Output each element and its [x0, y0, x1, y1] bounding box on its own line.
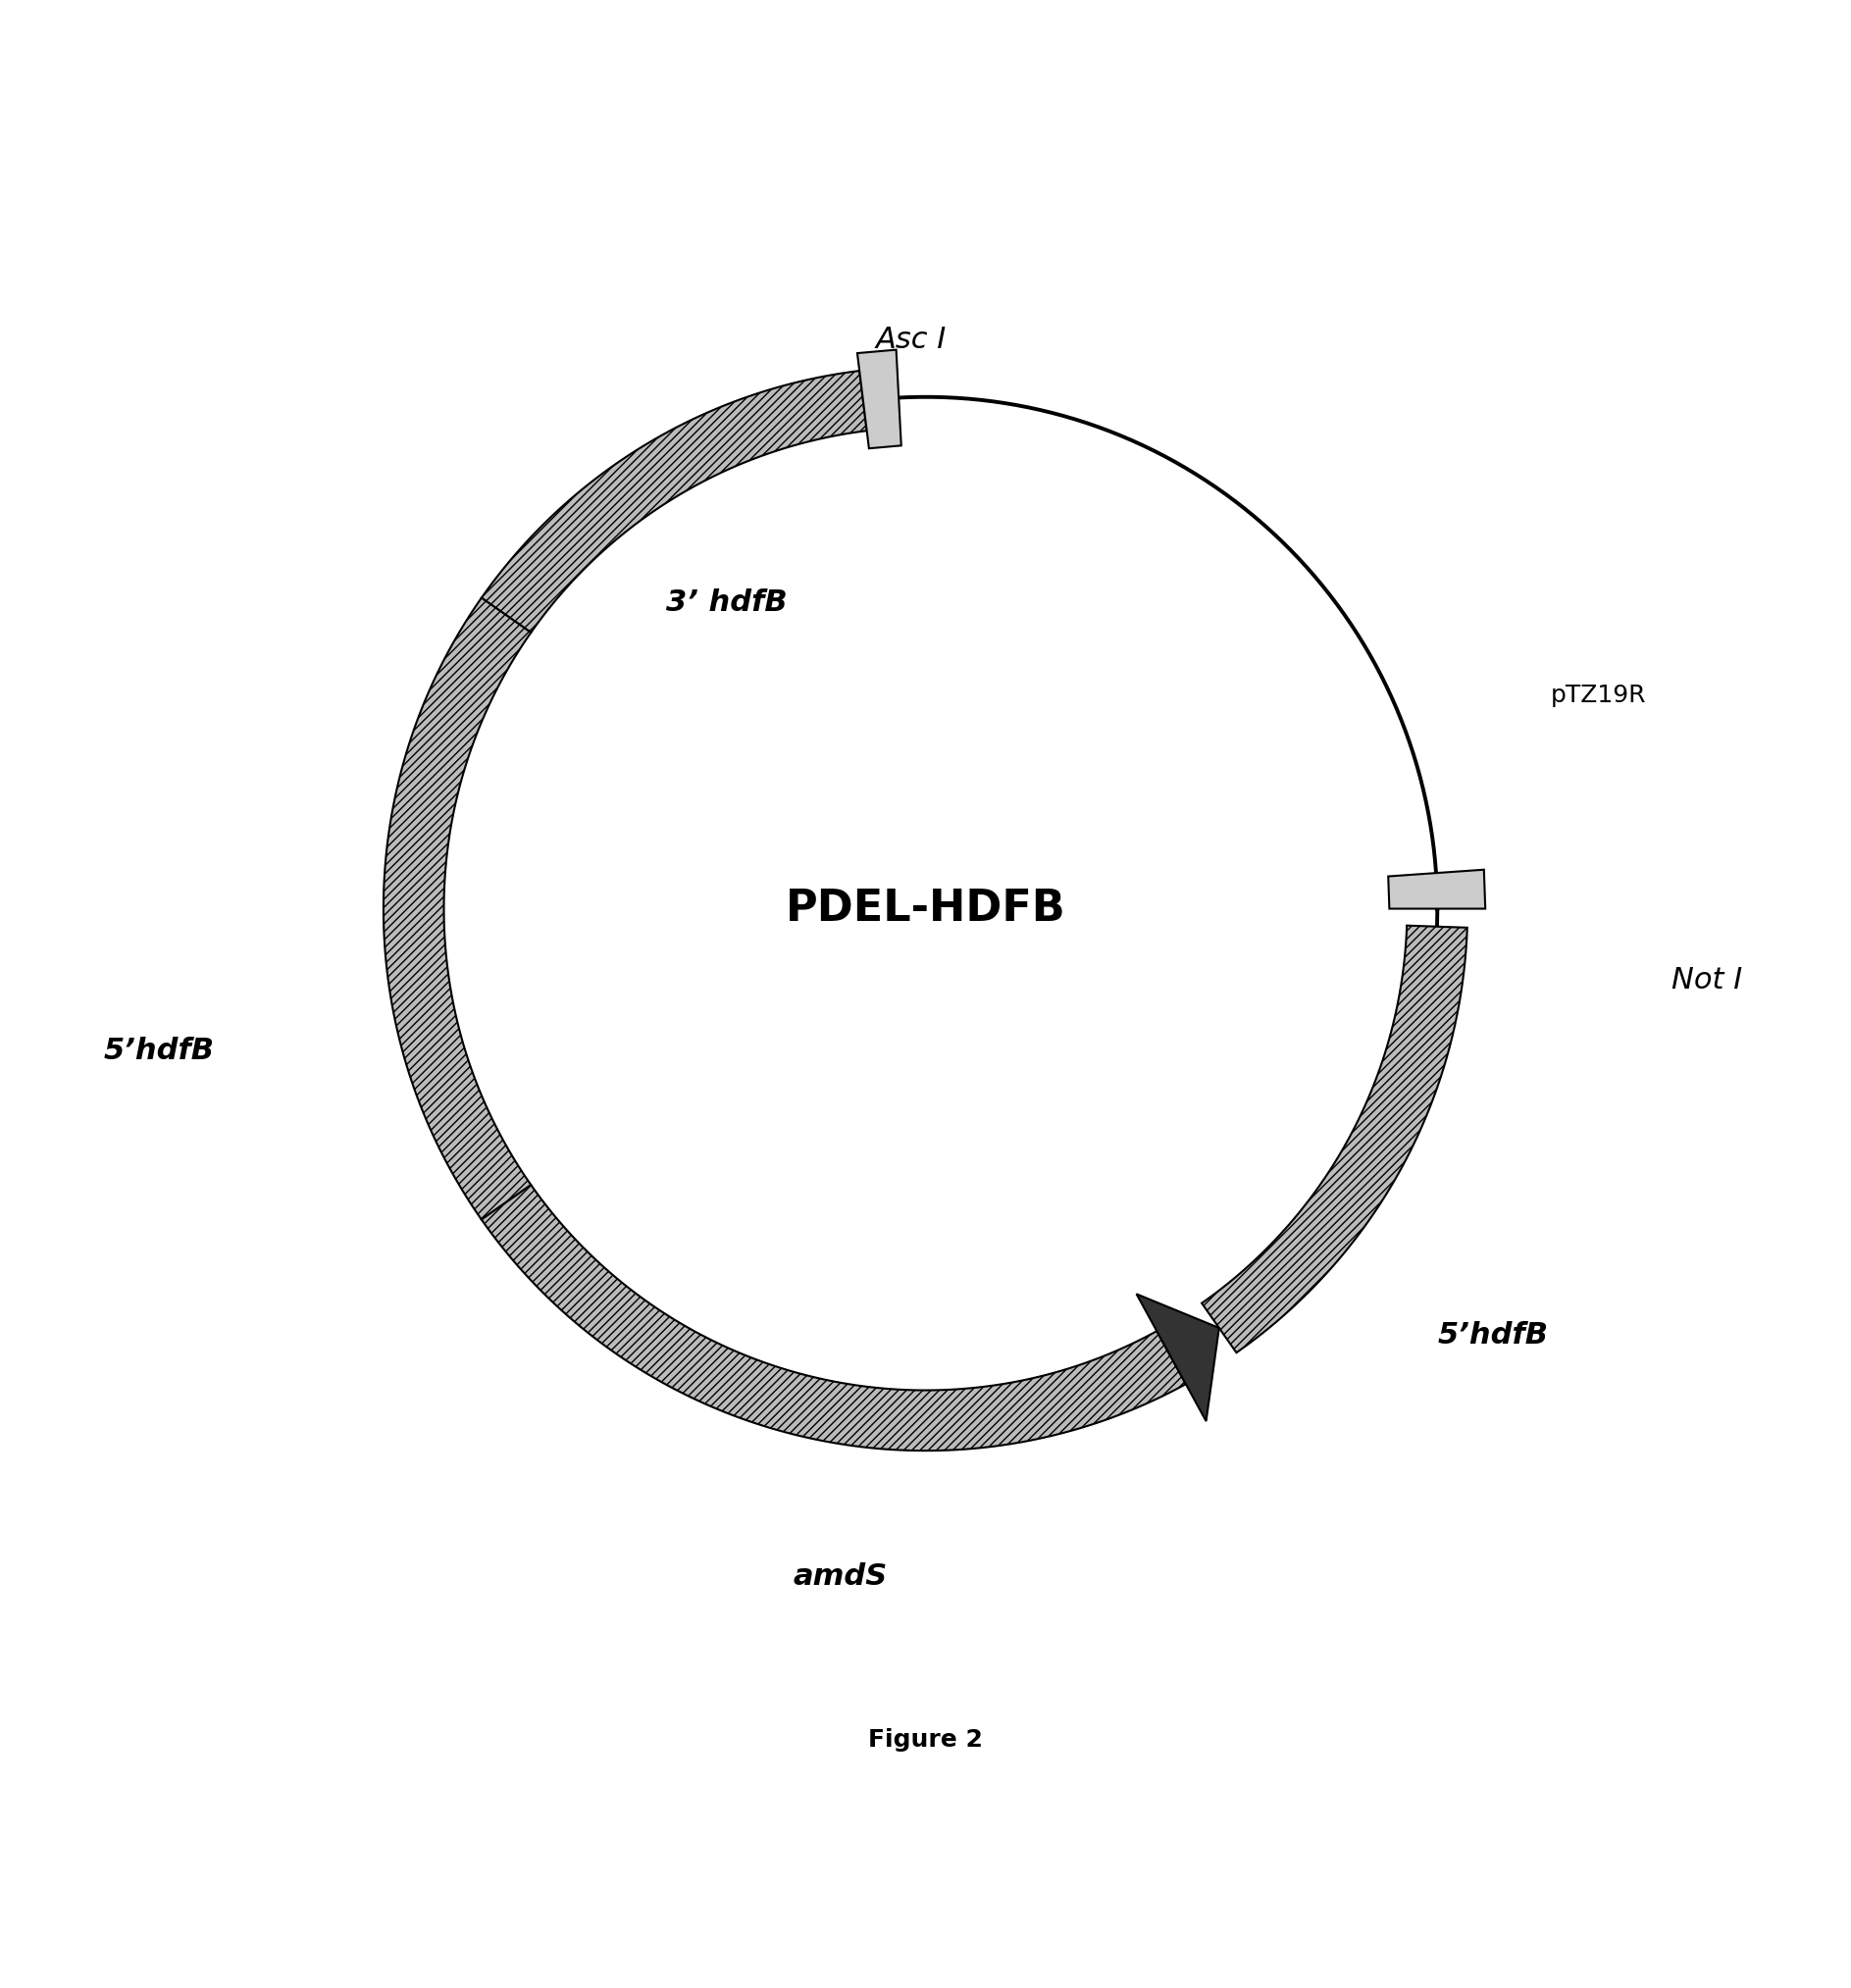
Polygon shape — [1388, 869, 1485, 909]
Polygon shape — [1201, 926, 1468, 1352]
Text: pTZ19R: pTZ19R — [1551, 684, 1647, 708]
Polygon shape — [1137, 1294, 1220, 1421]
Text: 5’hdfB: 5’hdfB — [104, 1036, 215, 1066]
Polygon shape — [481, 372, 866, 632]
Text: PDEL-HDFB: PDEL-HDFB — [785, 887, 1066, 930]
Text: 3’ hdfB: 3’ hdfB — [666, 588, 787, 618]
Polygon shape — [383, 598, 531, 1219]
Text: Asc I: Asc I — [876, 326, 946, 354]
Text: Figure 2: Figure 2 — [868, 1728, 983, 1751]
Polygon shape — [481, 1185, 1186, 1451]
Polygon shape — [857, 350, 901, 449]
Text: amdS: amdS — [792, 1563, 887, 1590]
Text: 5’hdfB: 5’hdfB — [1438, 1320, 1547, 1350]
Text: Not I: Not I — [1671, 966, 1744, 994]
